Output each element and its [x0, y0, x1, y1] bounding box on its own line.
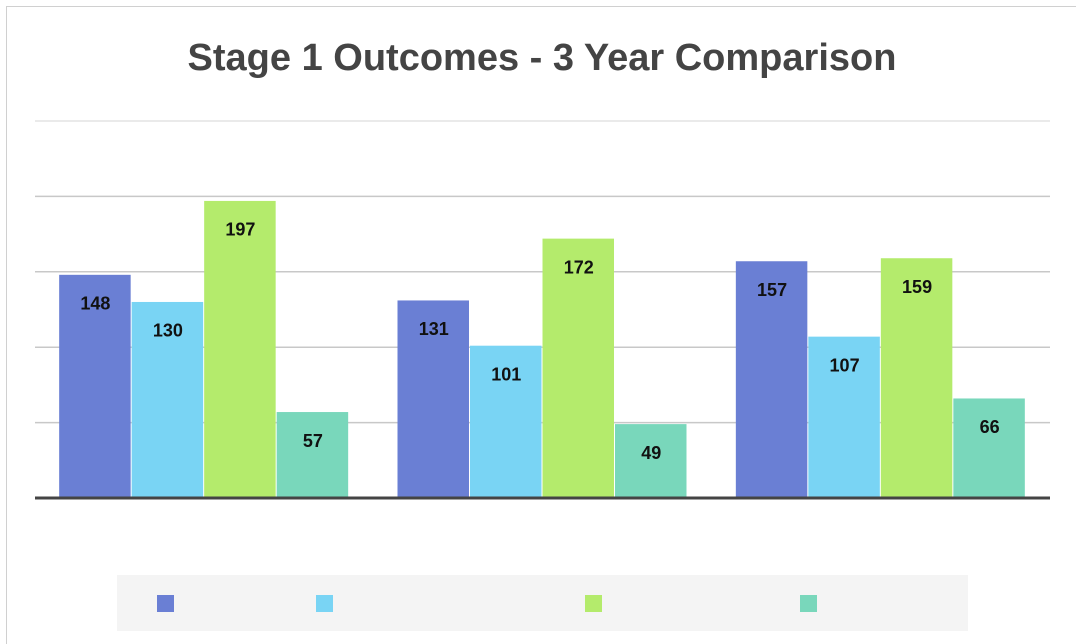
bar [59, 274, 131, 498]
bar [470, 345, 542, 498]
chart-title: Stage 1 Outcomes - 3 Year Comparison [188, 37, 897, 79]
data-label: 130 [153, 321, 183, 341]
data-label: 66 [980, 417, 1000, 437]
bar [808, 336, 880, 498]
bar [880, 258, 953, 498]
bar [542, 238, 614, 498]
legend-swatch [585, 595, 602, 612]
data-label: 157 [757, 280, 787, 300]
data-label: 107 [830, 355, 860, 375]
legend-swatch [316, 595, 333, 612]
data-label: 172 [564, 257, 594, 277]
legend-swatch [800, 595, 817, 612]
legend [117, 575, 968, 631]
data-label: 159 [902, 277, 932, 297]
data-label: 101 [491, 364, 521, 384]
data-label: 131 [419, 319, 449, 339]
data-label: 197 [225, 220, 255, 240]
bar [735, 261, 808, 498]
bar [615, 424, 687, 498]
bar [204, 200, 276, 498]
data-label: 49 [641, 443, 661, 463]
bar [276, 412, 349, 498]
bar [397, 300, 469, 498]
bar [131, 301, 204, 498]
data-label: 57 [303, 431, 323, 451]
data-label: 148 [80, 294, 110, 314]
bar [953, 398, 1025, 498]
legend-swatch [157, 595, 174, 612]
